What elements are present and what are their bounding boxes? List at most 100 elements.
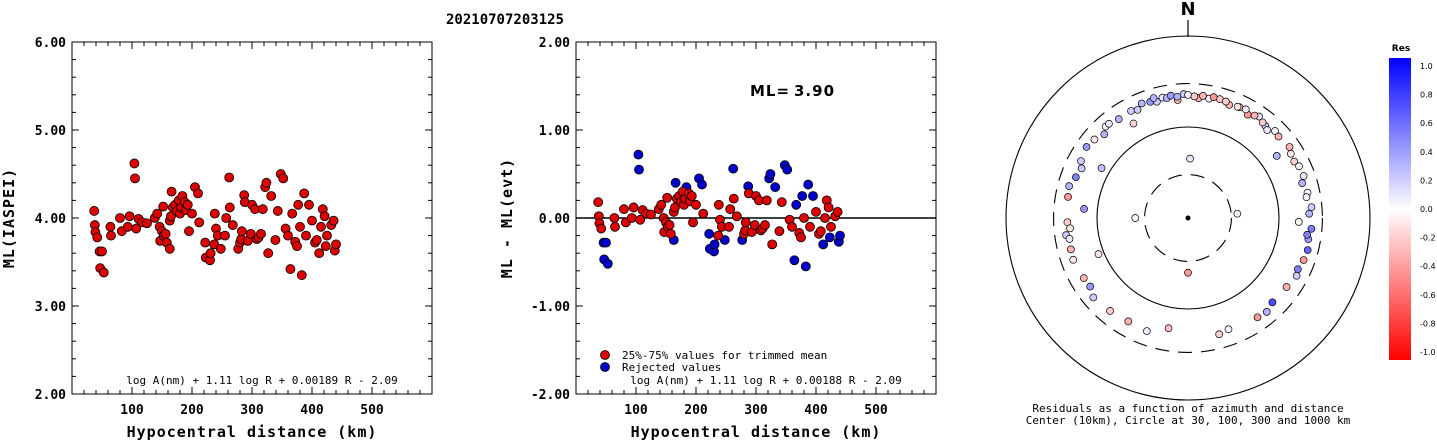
data-point (105, 221, 116, 232)
data-point (220, 230, 230, 241)
data-point (184, 226, 194, 237)
accepted-point (725, 204, 736, 215)
accepted-point (626, 213, 637, 223)
colorbar-tick-label: 1.0 (1420, 62, 1433, 71)
y-tick-label: -2.00 (531, 388, 570, 403)
station-residual-point (1307, 203, 1316, 212)
x-tick-label: 300 (744, 403, 768, 418)
accepted-point (832, 206, 843, 217)
y-tick-label: -1.00 (531, 300, 570, 315)
data-point (160, 228, 171, 239)
station-residual-point (1233, 102, 1242, 111)
distance-ring-30km (1144, 174, 1232, 262)
station-residual-point (1080, 205, 1088, 213)
legend-accepted-marker (600, 350, 610, 360)
y-tick-label: 4.00 (35, 212, 66, 227)
accepted-point (805, 221, 815, 232)
accepted-point (761, 195, 772, 206)
accepted-point (724, 221, 734, 232)
accepted-point (760, 220, 770, 230)
data-point (296, 270, 307, 281)
accepted-point (713, 230, 724, 241)
y-tick-label: 3.00 (35, 300, 66, 315)
station-residual-point (1233, 209, 1242, 218)
plot1-xlabel: Hypocentral distance (km) (127, 423, 378, 441)
data-point (205, 248, 216, 259)
station-residual-point (1186, 154, 1194, 163)
station-residual-point (1250, 111, 1259, 120)
colorbar-tick-label: 0.4 (1420, 148, 1433, 157)
accepted-point (628, 202, 639, 213)
accepted-point (593, 197, 604, 208)
rejected-point (808, 191, 818, 201)
station-residual-point (1142, 327, 1151, 335)
colorbar-gradient (1389, 58, 1411, 360)
station-residual-point (1094, 250, 1103, 259)
accepted-point (609, 213, 620, 223)
accepted-point (823, 202, 834, 213)
data-point (272, 206, 283, 216)
colorbar-tick-label: -0.8 (1420, 319, 1436, 328)
station-residual-point (1298, 179, 1307, 187)
data-point (304, 199, 314, 210)
station-residual-point (1285, 143, 1294, 151)
data-point (106, 230, 116, 241)
data-point (130, 173, 140, 184)
data-point (319, 211, 330, 222)
data-point (314, 248, 325, 259)
data-point (311, 235, 322, 245)
data-point (256, 228, 266, 239)
legend-rejected-marker (600, 362, 610, 372)
station-residual-point (1166, 91, 1175, 100)
accepted-point (665, 228, 676, 239)
accepted-point (799, 213, 809, 223)
station-residual-point (1106, 307, 1114, 315)
rejected-point (765, 169, 776, 179)
data-point (322, 230, 332, 241)
station-residual-point (1272, 152, 1281, 160)
data-point (295, 221, 305, 232)
y-tick-label: 2.00 (539, 36, 570, 51)
polar-caption-2: Center (10km), Circle at 30, 100, 300 an… (1026, 414, 1351, 427)
station-residual-point (1065, 182, 1073, 191)
colorbar-tick-label: 0.6 (1420, 119, 1433, 128)
station-residual-point (1184, 91, 1192, 99)
accepted-point (691, 199, 701, 210)
station-residual-point (1184, 268, 1192, 277)
rejected-point (709, 239, 720, 250)
colorbar-title: Res (1392, 44, 1410, 54)
accepted-point (811, 206, 821, 217)
plot2-formula: log A(nm) + 1.11 log R + 0.00188 R - 2.0… (630, 374, 902, 387)
data-point (166, 186, 177, 197)
data-point (320, 241, 331, 252)
distance-ring-1000km (1005, 35, 1371, 401)
data-point (115, 213, 125, 223)
station-residual-point (1066, 224, 1074, 233)
data-point (221, 213, 232, 223)
station-residual-point (1089, 293, 1098, 302)
data-point (122, 221, 133, 232)
station-residual-point (1069, 255, 1078, 264)
station-residual-point (1305, 209, 1314, 218)
rejected-point (789, 255, 800, 266)
data-point (227, 220, 238, 230)
accepted-point (635, 214, 646, 225)
station-residual-point (1067, 245, 1075, 254)
rejected-point (835, 230, 845, 241)
distance-ring-300km (1053, 83, 1323, 353)
epicenter-marker (1185, 215, 1191, 221)
accepted-point (686, 191, 697, 201)
data-point (307, 215, 317, 226)
x-tick-label: 200 (180, 403, 204, 418)
accepted-point (610, 221, 620, 232)
accepted-point (662, 192, 673, 203)
accepted-point (787, 221, 797, 232)
station-residual-point (1079, 274, 1088, 283)
y-tick-label: 6.00 (35, 36, 66, 51)
data-point (328, 215, 339, 226)
station-residual-point (1077, 157, 1085, 165)
accepted-point (767, 239, 778, 250)
station-residual-point (1253, 313, 1262, 322)
data-point (200, 237, 211, 248)
rejected-point (728, 163, 739, 174)
